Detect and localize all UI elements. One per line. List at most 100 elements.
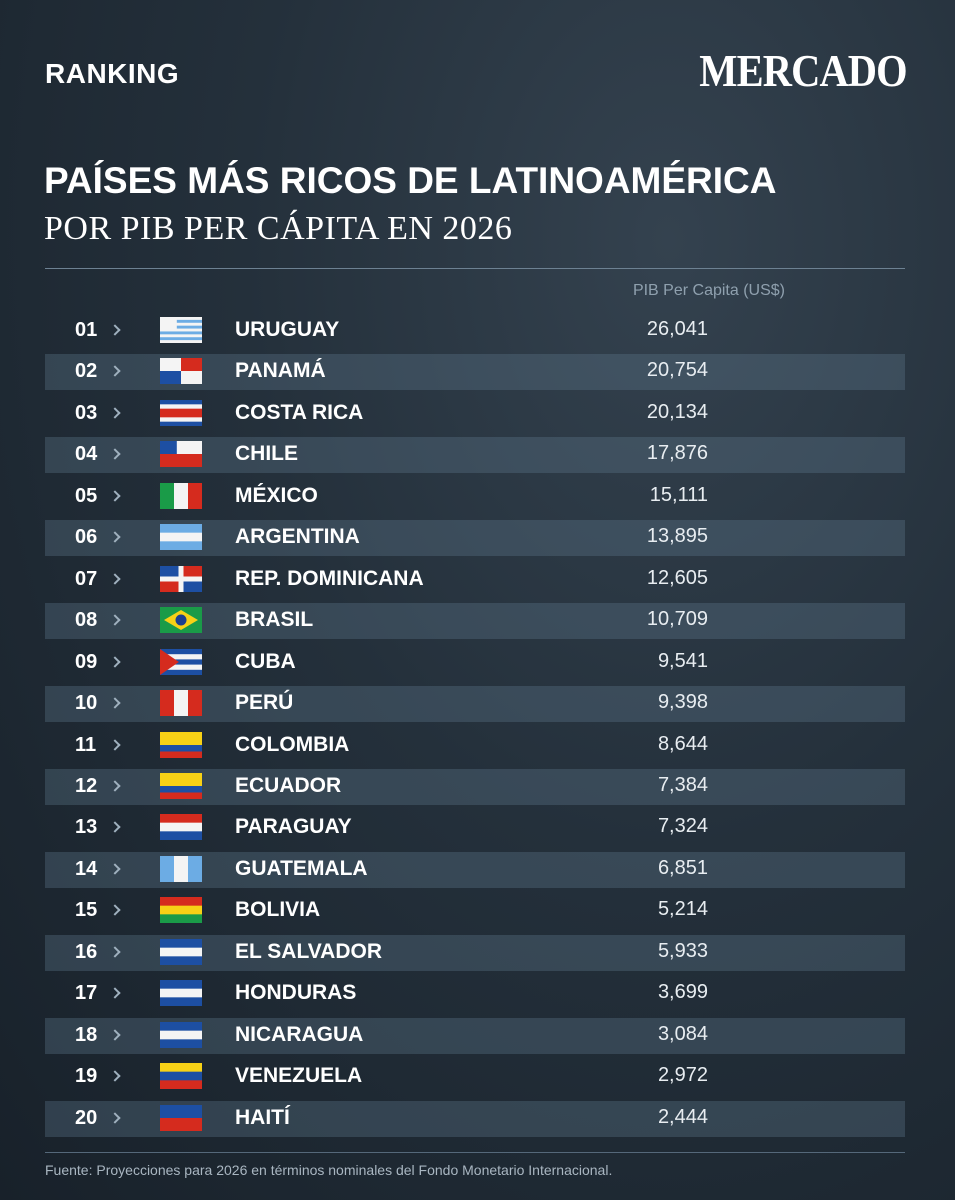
country-name: ARGENTINA [235,525,360,549]
gdp-value: 2,444 [657,1105,708,1128]
rank: 17 [75,982,98,1005]
flag-icon [160,399,202,426]
country-name: EL SALVADOR [235,939,383,963]
table-row: 11 COLOMBIA 8,644 [45,728,905,764]
table-row: 19 VENEZUELA 2,972 [45,1059,905,1095]
chevron-icon [109,1028,121,1041]
country-name: NICARAGUA [235,1022,364,1046]
table-row: 05 MÉXICO 15,111 [45,479,905,515]
gdp-value: 7,384 [657,773,708,796]
rank: 05 [75,484,98,507]
country-name: PARAGUAY [235,815,352,839]
gdp-value: 3,084 [657,1022,708,1045]
country-name: MÉXICO [235,483,318,507]
table-row: 08 BRASIL 10,709 [45,603,905,640]
rank: 15 [75,899,98,922]
flag-icon [160,1021,202,1048]
rank: 11 [75,733,97,756]
table-row: 03 COSTA RICA 20,134 [45,396,905,432]
gdp-value: 7,324 [657,815,708,838]
country-name: VENEZUELA [235,1064,363,1088]
country-name: GUATEMALA [235,856,368,880]
gdp-value: 6,851 [657,856,708,879]
country-name: REP. DOMINICANA [235,566,424,590]
flag-icon [160,441,202,468]
chevron-icon [109,365,121,378]
rank: 03 [75,401,98,424]
gdp-value: 13,895 [646,525,708,548]
flag-icon [160,980,202,1007]
flag-icon [160,317,202,343]
flag-icon [160,690,202,717]
rank: 19 [75,1065,98,1088]
table-row: 15 BOLIVIA 5,214 [45,893,905,929]
table-row: 06 ARGENTINA 13,895 [45,520,905,557]
table-row: 10 PERÚ 9,398 [45,686,905,723]
chevron-icon [109,697,121,709]
table-row: 16 EL SALVADOR 5,933 [45,934,905,971]
table-row: 18 NICARAGUA 3,084 [45,1017,905,1054]
country-name: PERÚ [235,691,294,715]
flag-icon [160,814,202,841]
country-name: CUBA [235,649,296,673]
gdp-value: 10,709 [646,608,708,631]
chevron-icon [109,655,121,668]
country-name: BRASIL [235,608,314,632]
flag-icon [160,1063,202,1090]
chevron-icon [109,738,121,751]
chevron-icon [109,904,121,916]
chevron-icon [109,490,121,502]
rank: 18 [75,1023,98,1046]
rank: 12 [75,774,98,797]
flag-icon [160,855,202,882]
divider [45,1152,905,1153]
chevron-icon [109,1070,121,1082]
gdp-value: 12,605 [646,566,708,589]
country-name: URUGUAY [235,318,340,341]
rank: 09 [75,650,98,673]
chevron-icon [109,821,121,834]
rank: 04 [75,443,98,466]
country-name: HONDURAS [235,981,357,1005]
gdp-value: 5,214 [657,898,708,921]
rank: 14 [75,857,98,880]
chevron-icon [109,946,121,958]
gdp-value: 5,933 [657,939,708,962]
chevron-icon [109,1111,121,1124]
gdp-value: 17,876 [646,442,708,465]
table-row: 17 HONDURAS 3,699 [45,976,905,1012]
chevron-icon [109,407,121,419]
column-header: PIB Per Capita (US$) [632,282,785,299]
gdp-value: 26,041 [646,318,708,340]
flag-icon [160,524,202,551]
flag-icon [160,938,202,965]
title: PAÍSES MÁS RICOS DE LATINOAMÉRICA [44,160,777,201]
chevron-icon [109,531,121,543]
country-name: COLOMBIA [235,732,350,756]
subtitle: POR PIB PER CÁPITA EN 2026 [44,210,513,247]
table-row: 12 ECUADOR 7,384 [45,768,905,805]
table-row: 13 PARAGUAY 7,324 [45,810,905,846]
table-row: 07 REP. DOMINICANA 12,605 [45,562,905,598]
table-row: 02 PANAMÁ 20,754 [45,354,905,391]
flag-icon [160,648,202,675]
chevron-icon [109,448,121,461]
rank: 01 [75,319,98,341]
table-row: 09 CUBA 9,541 [45,645,905,681]
kicker: RANKING [45,58,180,89]
gdp-value: 9,398 [657,691,708,714]
brand-logo: MERCADO [699,45,908,96]
chevron-icon [109,614,121,626]
gdp-value: 15,111 [649,483,708,506]
chevron-icon [109,863,121,875]
flag-icon [160,358,202,385]
chevron-icon [109,987,121,999]
rank: 10 [75,692,98,715]
country-name: PANAMÁ [235,359,326,383]
country-name: CHILE [235,442,298,466]
gdp-value: 3,699 [657,981,708,1004]
flag-icon [160,772,202,799]
table-row: 01 URUGUAY 26,041 [45,313,905,349]
table-row: 20 HAITÍ 2,444 [45,1100,905,1137]
